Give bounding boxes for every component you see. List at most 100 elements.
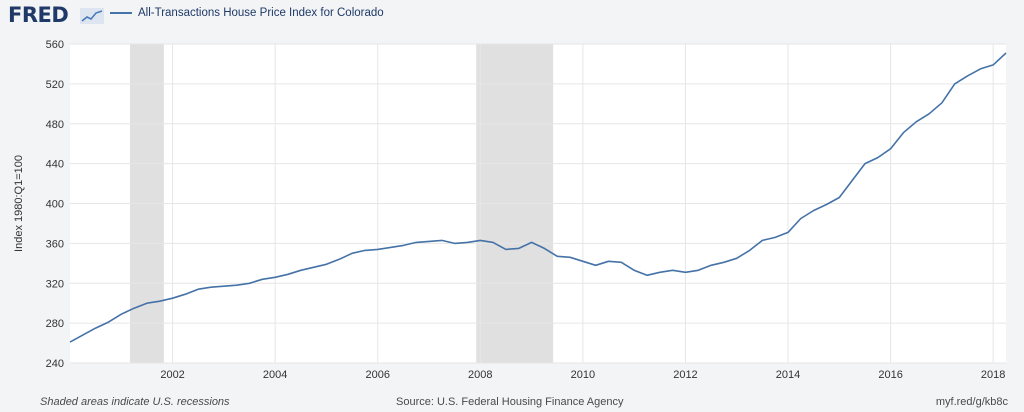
- data-point: [171, 297, 174, 300]
- data-point: [158, 300, 161, 303]
- data-point: [543, 247, 546, 250]
- data-point: [979, 67, 982, 70]
- chart-legend: All-Transactions House Price Index for C…: [110, 7, 384, 19]
- data-point: [838, 196, 841, 199]
- data-point: [389, 246, 392, 249]
- data-point: [799, 217, 802, 220]
- fred-logo[interactable]: FRED: [8, 3, 69, 27]
- data-point: [697, 269, 700, 272]
- data-point: [787, 231, 790, 234]
- data-point: [453, 242, 456, 245]
- data-point: [992, 63, 995, 66]
- data-point: [710, 264, 713, 267]
- data-point: [312, 266, 315, 269]
- data-point: [120, 313, 123, 316]
- data-point: [440, 239, 443, 242]
- data-point: [222, 285, 225, 288]
- source-text: Source: U.S. Federal Housing Finance Age…: [396, 396, 624, 408]
- data-point: [1005, 51, 1008, 54]
- data-point: [915, 120, 918, 123]
- fred-chart-icon: [80, 8, 104, 24]
- x-tick-label: 2012: [673, 369, 697, 381]
- data-point: [235, 284, 238, 287]
- data-point: [428, 240, 431, 243]
- data-point: [530, 241, 533, 244]
- data-point: [940, 101, 943, 104]
- data-point: [479, 239, 482, 242]
- data-point: [210, 286, 213, 289]
- y-axis-ticks: 240 280 320 360 400 440 480 520 560: [46, 39, 64, 370]
- data-point: [325, 263, 328, 266]
- data-point: [274, 276, 277, 279]
- data-point: [299, 269, 302, 272]
- data-point: [902, 131, 905, 134]
- y-tick-label: 520: [46, 79, 64, 91]
- short-link[interactable]: myf.red/g/kb8c: [935, 396, 1008, 408]
- data-point: [966, 74, 969, 77]
- data-point: [569, 256, 572, 259]
- x-tick-label: 2002: [160, 369, 184, 381]
- x-tick-label: 2016: [878, 369, 902, 381]
- y-tick-label: 320: [46, 278, 64, 290]
- data-point: [620, 261, 623, 264]
- data-point: [863, 162, 866, 165]
- data-point: [556, 255, 559, 258]
- data-point: [645, 274, 648, 277]
- recession-note: Shaded areas indicate U.S. recessions: [40, 396, 230, 408]
- data-point: [197, 288, 200, 291]
- data-point: [953, 82, 956, 85]
- y-tick-label: 360: [46, 238, 64, 250]
- data-point: [363, 249, 366, 252]
- data-point: [633, 269, 636, 272]
- data-point: [261, 278, 264, 281]
- y-tick-label: 560: [46, 39, 64, 51]
- data-point: [594, 264, 597, 267]
- x-tick-label: 2008: [468, 369, 492, 381]
- y-axis-label: Index 1980:Q1=100: [13, 155, 25, 252]
- data-point: [351, 252, 354, 255]
- x-tick-label: 2006: [365, 369, 389, 381]
- y-tick-label: 480: [46, 119, 64, 131]
- data-point: [107, 321, 110, 324]
- data-point: [684, 271, 687, 274]
- y-tick-label: 440: [46, 159, 64, 171]
- data-point: [338, 258, 341, 261]
- data-point: [825, 203, 828, 206]
- x-tick-label: 2004: [263, 369, 287, 381]
- data-point: [722, 261, 725, 264]
- data-point: [889, 147, 892, 150]
- y-tick-label: 280: [46, 318, 64, 330]
- data-point: [286, 273, 289, 276]
- data-point: [376, 248, 379, 251]
- data-point: [812, 209, 815, 212]
- gridlines: [70, 43, 1006, 364]
- data-point: [402, 244, 405, 247]
- data-point: [748, 249, 751, 252]
- data-point: [928, 112, 931, 115]
- data-point: [517, 247, 520, 250]
- data-point: [415, 241, 418, 244]
- y-tick-label: 240: [46, 358, 64, 370]
- data-point: [145, 302, 148, 305]
- data-point: [248, 282, 251, 285]
- data-point: [184, 293, 187, 296]
- data-point: [735, 257, 738, 260]
- data-point: [492, 241, 495, 244]
- data-point: [607, 260, 610, 263]
- x-tick-label: 2018: [981, 369, 1005, 381]
- data-point: [94, 327, 97, 330]
- data-point: [761, 239, 764, 242]
- y-tick-label: 400: [46, 199, 64, 211]
- data-point: [69, 341, 72, 344]
- data-point: [851, 179, 854, 182]
- legend-swatch: [110, 12, 132, 14]
- data-point: [671, 269, 674, 272]
- legend-label: All-Transactions House Price Index for C…: [138, 7, 384, 19]
- x-tick-label: 2014: [776, 369, 800, 381]
- data-point: [658, 271, 661, 274]
- data-point: [133, 307, 136, 310]
- x-tick-label: 2010: [571, 369, 595, 381]
- data-point: [504, 248, 507, 251]
